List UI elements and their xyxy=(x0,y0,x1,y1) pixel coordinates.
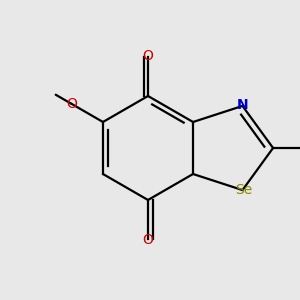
Text: O: O xyxy=(142,233,153,247)
Text: O: O xyxy=(142,49,153,63)
Text: Se: Se xyxy=(235,183,252,197)
Text: O: O xyxy=(66,97,77,111)
Text: N: N xyxy=(237,98,248,112)
